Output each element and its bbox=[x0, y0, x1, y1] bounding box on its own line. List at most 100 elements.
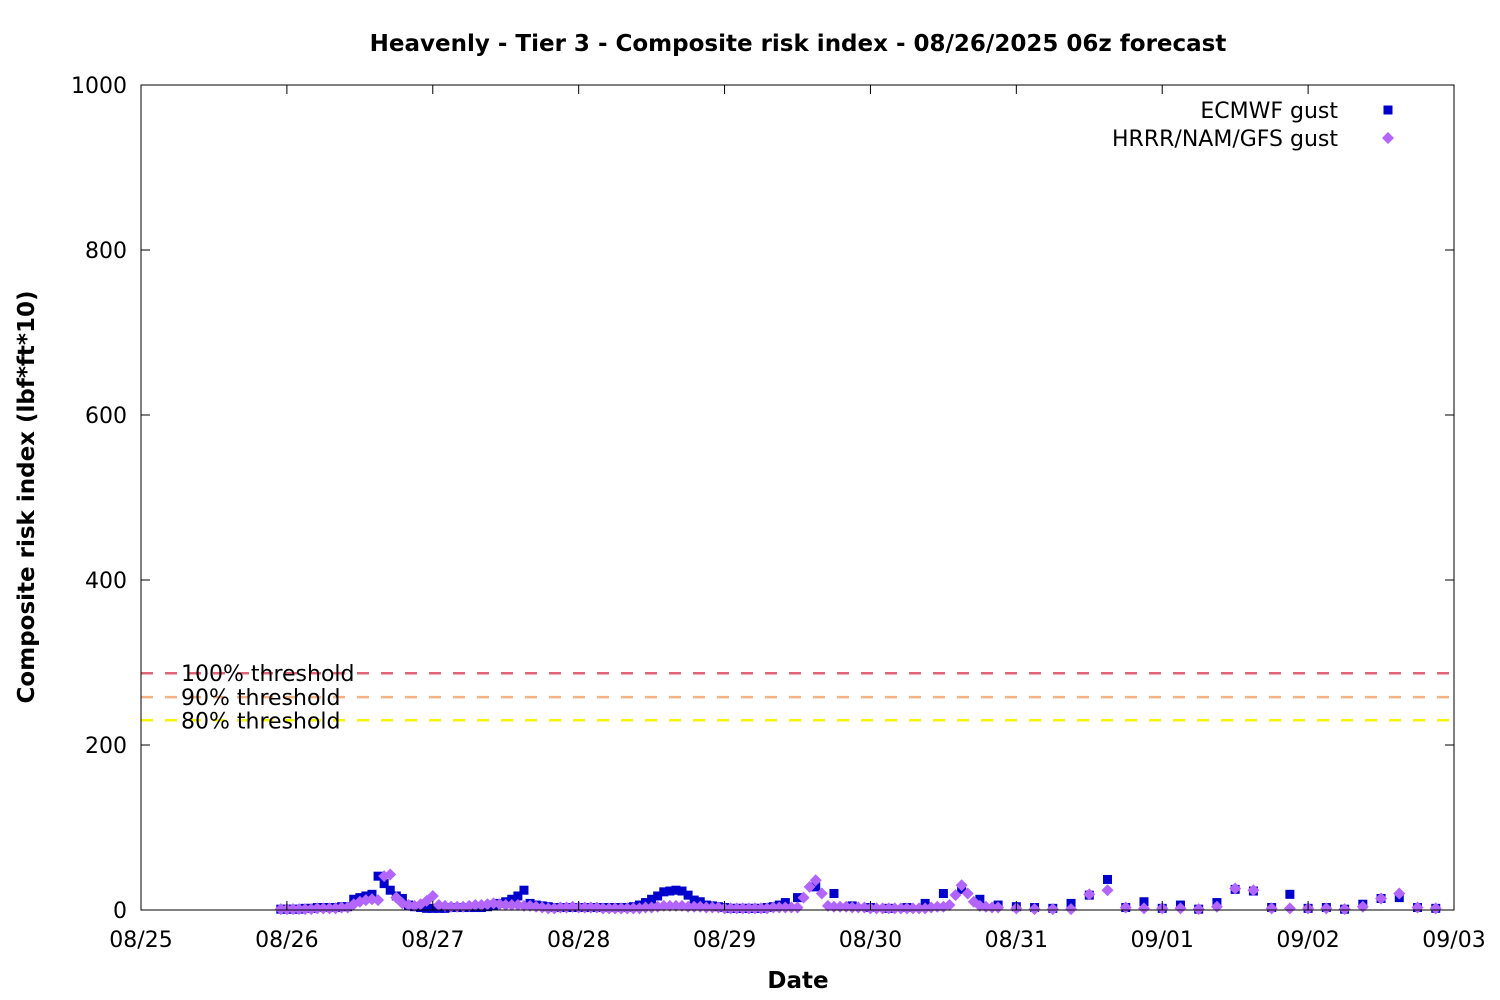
hrrr-point bbox=[1338, 903, 1351, 916]
hrrr-point bbox=[286, 903, 299, 916]
hrrr-point bbox=[372, 894, 385, 907]
ecmwf-point bbox=[373, 871, 383, 881]
hrrr-point bbox=[639, 901, 652, 914]
ecmwf-point bbox=[829, 889, 839, 898]
hrrr-point bbox=[742, 902, 755, 915]
hrrr-point bbox=[311, 902, 324, 915]
x-tick-label: 09/01 bbox=[1131, 928, 1194, 953]
x-axis-label: Date bbox=[767, 968, 828, 994]
hrrr-point bbox=[779, 901, 792, 914]
ecmwf-point bbox=[659, 887, 669, 897]
ecmwf-point bbox=[811, 882, 821, 892]
x-tick-label: 08/29 bbox=[693, 928, 756, 953]
y-axis-label: Composite risk index (lbf*ft*10) bbox=[14, 291, 40, 704]
ecmwf-point bbox=[519, 885, 529, 895]
hrrr-point bbox=[949, 889, 962, 902]
hrrr-point bbox=[615, 902, 628, 915]
hrrr-point bbox=[499, 899, 512, 912]
hrrr-point bbox=[293, 903, 306, 916]
hrrr-point bbox=[1265, 902, 1278, 915]
threshold-label: 100% threshold bbox=[181, 662, 355, 687]
hrrr-point bbox=[1046, 903, 1059, 916]
ecmwf-point bbox=[975, 894, 985, 904]
hrrr-point bbox=[815, 887, 828, 900]
ecmwf-point bbox=[689, 895, 699, 905]
y-tick-label: 200 bbox=[85, 734, 127, 759]
ticks-layer: 08/25 08/26 08/27 08/28 08/29 08/30 08/31 09/01… bbox=[71, 74, 1486, 953]
x-tick-label: 08/26 bbox=[255, 928, 318, 953]
hrrr-point bbox=[955, 879, 968, 892]
threshold-label: 90% threshold bbox=[181, 686, 341, 711]
ecmwf-point bbox=[1285, 889, 1295, 899]
hrrr-point bbox=[603, 902, 616, 915]
hrrr-point bbox=[335, 901, 348, 914]
y-tick-label: 800 bbox=[85, 239, 127, 264]
legend-diamond-icon bbox=[1382, 132, 1394, 144]
hrrr-point bbox=[797, 891, 810, 904]
legend-label: HRRR/NAM/GFS gust bbox=[1112, 127, 1338, 152]
hrrr-point bbox=[767, 901, 780, 914]
hrrr-point bbox=[986, 901, 999, 914]
y-tick-label: 400 bbox=[85, 569, 127, 594]
x-tick-label: 08/28 bbox=[547, 928, 610, 953]
legend-square-icon bbox=[1383, 105, 1393, 115]
hrrr-point bbox=[1393, 887, 1406, 900]
hrrr-point bbox=[1137, 902, 1150, 915]
plot-frame bbox=[140, 84, 1455, 911]
x-tick-label: 09/03 bbox=[1422, 928, 1485, 953]
hrrr-point bbox=[554, 901, 567, 914]
hrrr-point bbox=[578, 901, 591, 914]
hrrr-point bbox=[1083, 888, 1096, 901]
ecmwf-point bbox=[665, 886, 675, 896]
hrrr-point bbox=[669, 899, 682, 912]
axes-layer bbox=[140, 84, 1455, 911]
hrrr-point bbox=[888, 902, 901, 915]
hrrr-point bbox=[803, 880, 816, 893]
hrrr-point bbox=[469, 899, 482, 912]
hrrr-point bbox=[943, 899, 956, 912]
hrrr-point bbox=[852, 901, 865, 914]
hrrr-point bbox=[505, 899, 518, 912]
hrrr-point bbox=[317, 902, 330, 915]
hrrr-point bbox=[748, 902, 761, 915]
hrrr-point bbox=[609, 902, 622, 915]
hrrr-point bbox=[755, 902, 768, 915]
x-tick-label: 08/30 bbox=[839, 928, 902, 953]
hrrr-point bbox=[1028, 903, 1041, 916]
ecmwf-point bbox=[938, 889, 948, 898]
hrrr-point bbox=[894, 902, 907, 915]
hrrr-point bbox=[870, 902, 883, 915]
hrrr-point bbox=[1119, 901, 1132, 914]
hrrr-point bbox=[542, 902, 555, 915]
hrrr-point bbox=[274, 903, 287, 916]
hrrr-point bbox=[426, 889, 439, 902]
threshold-label: 80% threshold bbox=[181, 709, 341, 734]
points-layer bbox=[274, 868, 1442, 916]
x-tick-label: 09/02 bbox=[1276, 928, 1339, 953]
hrrr-point bbox=[584, 901, 597, 914]
hrrr-point bbox=[900, 902, 913, 915]
hrrr-point bbox=[876, 902, 889, 915]
hrrr-point bbox=[846, 901, 859, 914]
y-tick-label: 0 bbox=[113, 899, 127, 924]
hrrr-point bbox=[657, 899, 670, 912]
hrrr-point bbox=[1411, 901, 1424, 914]
hrrr-point bbox=[882, 902, 895, 915]
hrrr-point bbox=[785, 901, 798, 914]
ecmwf-point bbox=[422, 903, 432, 913]
hrrr-point bbox=[906, 902, 919, 915]
ecmwf-point bbox=[683, 890, 693, 900]
hrrr-point bbox=[961, 887, 974, 900]
ecmwf-point bbox=[379, 879, 389, 889]
hrrr-point bbox=[596, 902, 609, 915]
hrrr-point bbox=[724, 902, 737, 915]
hrrr-point bbox=[627, 902, 640, 915]
hrrr-point bbox=[791, 901, 804, 914]
hrrr-point bbox=[384, 868, 397, 881]
ecmwf-point bbox=[653, 891, 663, 901]
ecmwf-point bbox=[677, 886, 687, 896]
hrrr-point bbox=[663, 899, 676, 912]
hrrr-point bbox=[1101, 884, 1114, 897]
ecmwf-point bbox=[793, 893, 802, 903]
hrrr-point bbox=[913, 902, 926, 915]
